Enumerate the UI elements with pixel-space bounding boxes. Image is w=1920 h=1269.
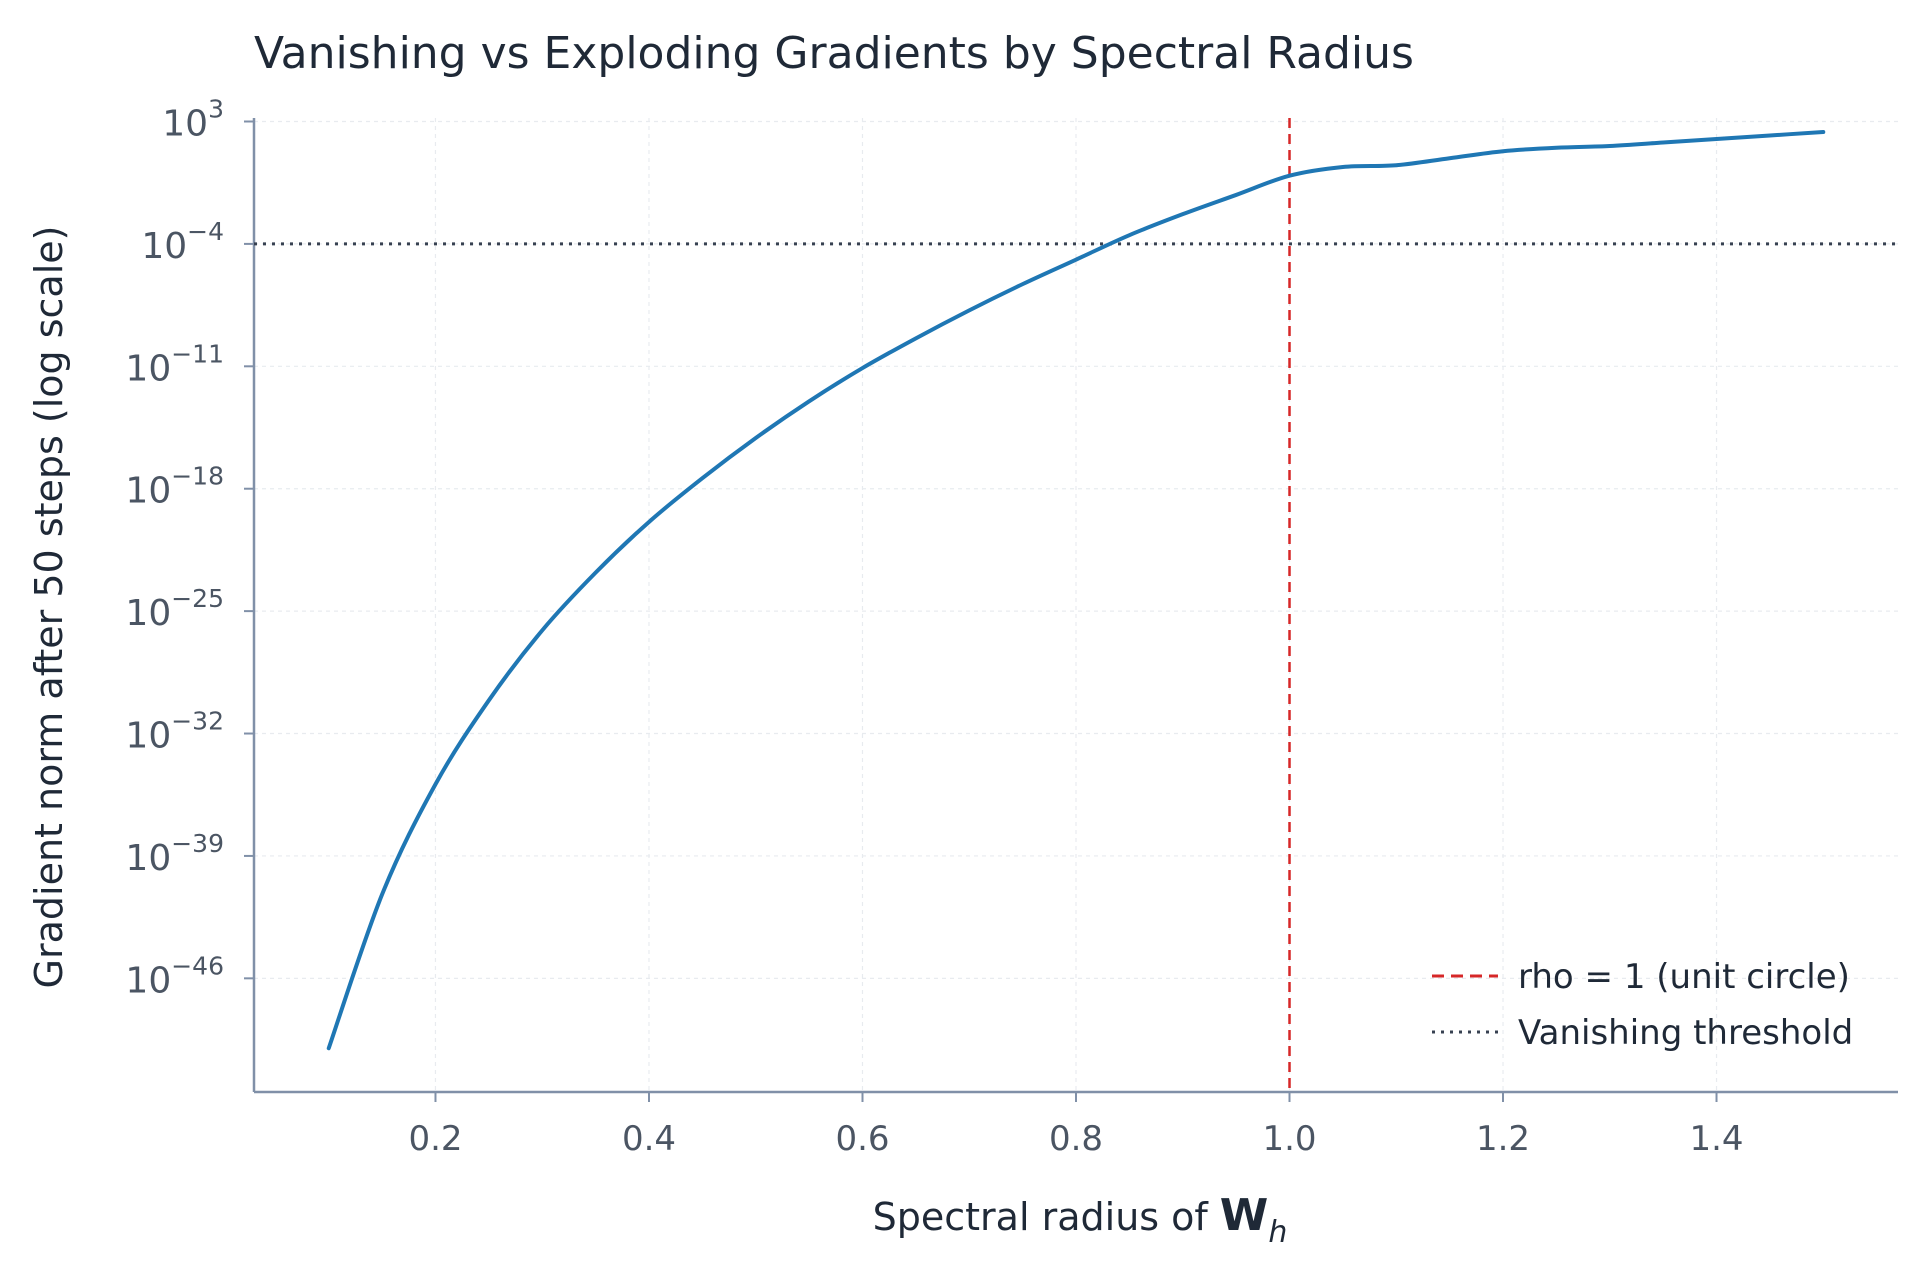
y-tick-exponent: −25 bbox=[171, 584, 224, 613]
legend-label-unit-circle: rho = 1 (unit circle) bbox=[1518, 957, 1850, 997]
y-tick-base: 10 bbox=[125, 960, 171, 1001]
y-tick-label: 10−11 bbox=[125, 339, 224, 389]
x-axis-label-subscript: h bbox=[1268, 1215, 1287, 1250]
y-tick-exponent: −18 bbox=[171, 462, 224, 491]
y-tick-label: 10−18 bbox=[125, 462, 224, 512]
y-tick-exponent: 3 bbox=[208, 94, 224, 123]
y-tick-exponent: −4 bbox=[187, 217, 224, 246]
x-tick-label: 1.4 bbox=[1689, 1119, 1743, 1159]
y-tick-label: 103 bbox=[162, 94, 224, 144]
legend: rho = 1 (unit circle) Vanishing threshol… bbox=[1432, 957, 1853, 1053]
y-tick-base: 10 bbox=[162, 103, 208, 144]
x-tick-label: 0.6 bbox=[835, 1119, 889, 1159]
chart-title: Vanishing vs Exploding Gradients by Spec… bbox=[254, 28, 1414, 79]
legend-label-vanishing-threshold: Vanishing threshold bbox=[1518, 1013, 1853, 1053]
x-tick-label: 0.2 bbox=[408, 1119, 462, 1159]
y-tick-base: 10 bbox=[125, 348, 171, 389]
x-tick-label: 1.0 bbox=[1262, 1119, 1316, 1159]
series-layer bbox=[326, 129, 1826, 1051]
gradient-norm-line bbox=[326, 129, 1826, 1051]
y-tick-label: 10−46 bbox=[125, 951, 224, 1001]
y-tick-exponent: −46 bbox=[171, 951, 224, 980]
y-axis-label: Gradient norm after 50 steps (log scale) bbox=[27, 226, 71, 989]
x-tick-labels: 0.2 0.4 0.6 0.8 1.0 1.2 1.4 bbox=[408, 1119, 1743, 1159]
x-axis-label: Spectral radius of Wh bbox=[873, 1190, 1288, 1250]
x-tick-label: 1.2 bbox=[1476, 1119, 1530, 1159]
x-tick-label: 0.8 bbox=[1049, 1119, 1103, 1159]
axes bbox=[244, 118, 1898, 1102]
y-tick-label: 10−39 bbox=[125, 829, 224, 879]
y-tick-exponent: −11 bbox=[171, 339, 224, 368]
x-tick-label: 0.4 bbox=[622, 1119, 676, 1159]
x-axis-label-symbol: W bbox=[1220, 1190, 1269, 1241]
y-tick-base: 10 bbox=[125, 716, 171, 757]
y-tick-exponent: −39 bbox=[171, 829, 224, 858]
reference-lines bbox=[254, 118, 1898, 1092]
y-tick-exponent: −32 bbox=[171, 707, 224, 736]
y-tick-label: 10−32 bbox=[125, 707, 224, 757]
y-tick-base: 10 bbox=[125, 838, 171, 879]
grid bbox=[254, 118, 1898, 1092]
y-tick-label: 10−4 bbox=[141, 217, 224, 267]
y-tick-label: 10−25 bbox=[125, 584, 224, 634]
x-axis-label-text: Spectral radius of bbox=[873, 1195, 1210, 1239]
y-tick-base: 10 bbox=[125, 593, 171, 634]
y-tick-base: 10 bbox=[125, 471, 171, 512]
y-tick-base: 10 bbox=[141, 226, 187, 267]
